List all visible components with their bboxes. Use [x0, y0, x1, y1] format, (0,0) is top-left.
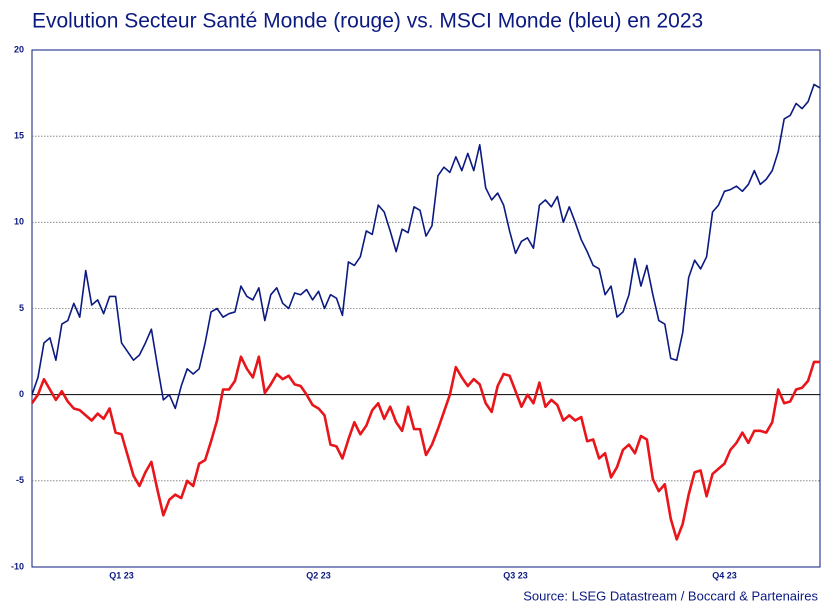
y-tick-label: 5 — [19, 303, 24, 313]
chart-title: Evolution Secteur Santé Monde (rouge) vs… — [32, 10, 703, 33]
y-tick-label: -10 — [11, 561, 24, 571]
y-tick-label: 0 — [19, 389, 24, 399]
x-tick-label: Q3 23 — [503, 570, 528, 580]
source: Source: LSEG Datastream / Boccard & Part… — [523, 588, 818, 603]
x-tick-label: Q2 23 — [306, 570, 331, 580]
y-tick-label: -5 — [16, 475, 24, 485]
y-tick-label: 20 — [14, 44, 24, 54]
series-line — [31, 83, 821, 410]
y-tick-label: 15 — [14, 131, 24, 141]
x-tick-label: Q1 23 — [109, 570, 134, 580]
series-line — [30, 355, 820, 541]
x-tick-label: Q4 23 — [712, 570, 737, 580]
y-tick-label: 10 — [14, 217, 24, 227]
